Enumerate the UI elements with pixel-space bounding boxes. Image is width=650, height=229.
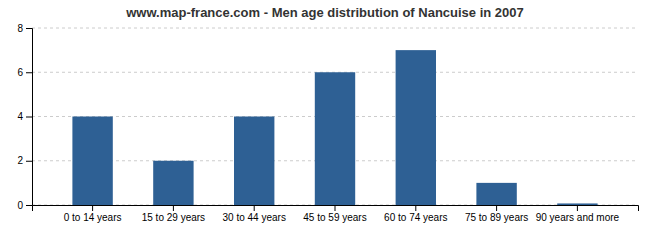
y-tick-mark	[26, 28, 32, 29]
x-tick-mark	[577, 205, 578, 211]
x-tick-mark	[92, 205, 93, 211]
y-tick: 8	[17, 23, 32, 34]
x-tick-label: 15 to 29 years	[142, 212, 205, 223]
x-tick: 45 to 59 years	[303, 205, 366, 223]
bar	[396, 50, 436, 205]
bars	[72, 50, 597, 205]
x-tick: 15 to 29 years	[142, 205, 205, 223]
x-tick: 60 to 74 years	[384, 205, 447, 223]
bar	[557, 203, 597, 205]
x-tick-mark	[415, 205, 416, 211]
x-tick-mark	[254, 205, 255, 211]
x-tick-label: 0 to 14 years	[64, 212, 122, 223]
x-tick-label: 60 to 74 years	[384, 212, 447, 223]
x-tick: 90 years and more	[536, 205, 620, 223]
y-tick: 2	[17, 155, 32, 166]
x-axis-line	[33, 206, 639, 212]
y-tick-label: 6	[17, 67, 23, 78]
y-tick: 4	[17, 111, 32, 122]
y-tick-label: 4	[17, 111, 23, 122]
y-tick-mark	[26, 161, 32, 162]
chart-title: www.map-france.com - Men age distributio…	[125, 5, 524, 20]
y-tick-mark	[26, 72, 32, 73]
y-tick-mark	[26, 117, 32, 118]
bar	[72, 117, 112, 206]
bar	[234, 117, 274, 206]
y-tick-mark	[26, 205, 32, 206]
y-tick-label: 0	[17, 200, 23, 211]
grid	[32, 28, 638, 205]
plot-area: 0 to 14 years 15 to 29 years 30 to 44 year…	[17, 23, 638, 223]
y-tick: 0	[17, 200, 32, 211]
y-tick-label: 2	[17, 155, 23, 166]
x-tick-mark	[496, 205, 497, 211]
y-tick-label: 8	[17, 23, 23, 34]
x-tick-label: 30 to 44 years	[223, 212, 286, 223]
y-axis: 0 2 4 6 8	[17, 23, 32, 211]
x-tick-label: 90 years and more	[536, 212, 620, 223]
x-tick-mark	[335, 205, 336, 211]
bar	[476, 183, 516, 205]
x-tick-label: 45 to 59 years	[303, 212, 366, 223]
x-tick-mark	[173, 205, 174, 211]
x-tick: 0 to 14 years	[64, 205, 122, 223]
x-tick: 75 to 89 years	[465, 205, 528, 223]
bar	[315, 72, 355, 205]
chart-svg: www.map-france.com - Men age distributio…	[0, 0, 650, 229]
chart-container: www.map-france.com - Men age distributio…	[0, 0, 650, 229]
x-axis: 0 to 14 years 15 to 29 years 30 to 44 year…	[33, 205, 639, 223]
y-axis-line	[26, 29, 33, 206]
grid-line	[32, 28, 638, 29]
bar	[153, 161, 193, 205]
x-tick: 30 to 44 years	[223, 205, 286, 223]
x-tick-label: 75 to 89 years	[465, 212, 528, 223]
y-tick: 6	[17, 67, 32, 78]
